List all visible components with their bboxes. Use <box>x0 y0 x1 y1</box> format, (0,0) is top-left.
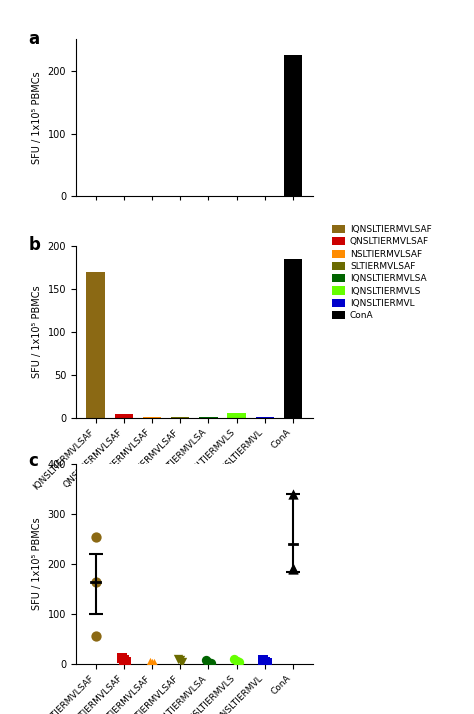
Y-axis label: SFU / 1x10⁵ PBMCs: SFU / 1x10⁵ PBMCs <box>32 71 42 164</box>
Y-axis label: SFU / 1x10⁵ PBMCs: SFU / 1x10⁵ PBMCs <box>32 286 42 378</box>
Bar <box>284 259 302 418</box>
Bar <box>228 413 246 418</box>
Point <box>174 653 182 665</box>
Point <box>146 655 154 667</box>
Bar <box>171 417 190 418</box>
Point <box>259 654 266 665</box>
Bar <box>255 417 274 418</box>
Point <box>289 488 297 500</box>
Point <box>92 630 100 641</box>
Point <box>231 653 238 665</box>
Point <box>289 563 297 574</box>
Point <box>207 657 215 668</box>
Point <box>176 654 184 665</box>
Point <box>92 531 100 543</box>
Point <box>179 655 186 667</box>
Point <box>122 655 130 667</box>
Text: a: a <box>28 30 39 48</box>
Point <box>289 563 297 575</box>
Point <box>264 657 271 668</box>
Point <box>150 658 158 669</box>
Text: c: c <box>28 452 38 470</box>
Point <box>118 653 125 664</box>
Point <box>92 575 100 587</box>
Legend: IQNSLTIERMVLSAF, QNSLTIERMVLSAF, NSLTIERMVLSAF, SLTIERMVLSAF, IQNSLTIERMVLSA, IQ: IQNSLTIERMVLSAF, QNSLTIERMVLSAF, NSLTIER… <box>329 222 435 323</box>
Point <box>120 654 128 665</box>
Point <box>261 655 269 667</box>
Y-axis label: SFU / 1x10⁵ PBMCs: SFU / 1x10⁵ PBMCs <box>32 518 42 610</box>
Bar <box>115 414 133 418</box>
Bar <box>284 55 302 196</box>
Point <box>235 655 243 667</box>
Point <box>205 655 212 667</box>
Bar <box>86 272 105 418</box>
Bar <box>143 417 161 418</box>
Text: b: b <box>28 236 40 254</box>
X-axis label: Epitope: Epitope <box>173 496 215 506</box>
Bar <box>199 417 218 418</box>
Point <box>202 654 210 665</box>
Point <box>233 655 240 666</box>
Point <box>148 657 156 668</box>
